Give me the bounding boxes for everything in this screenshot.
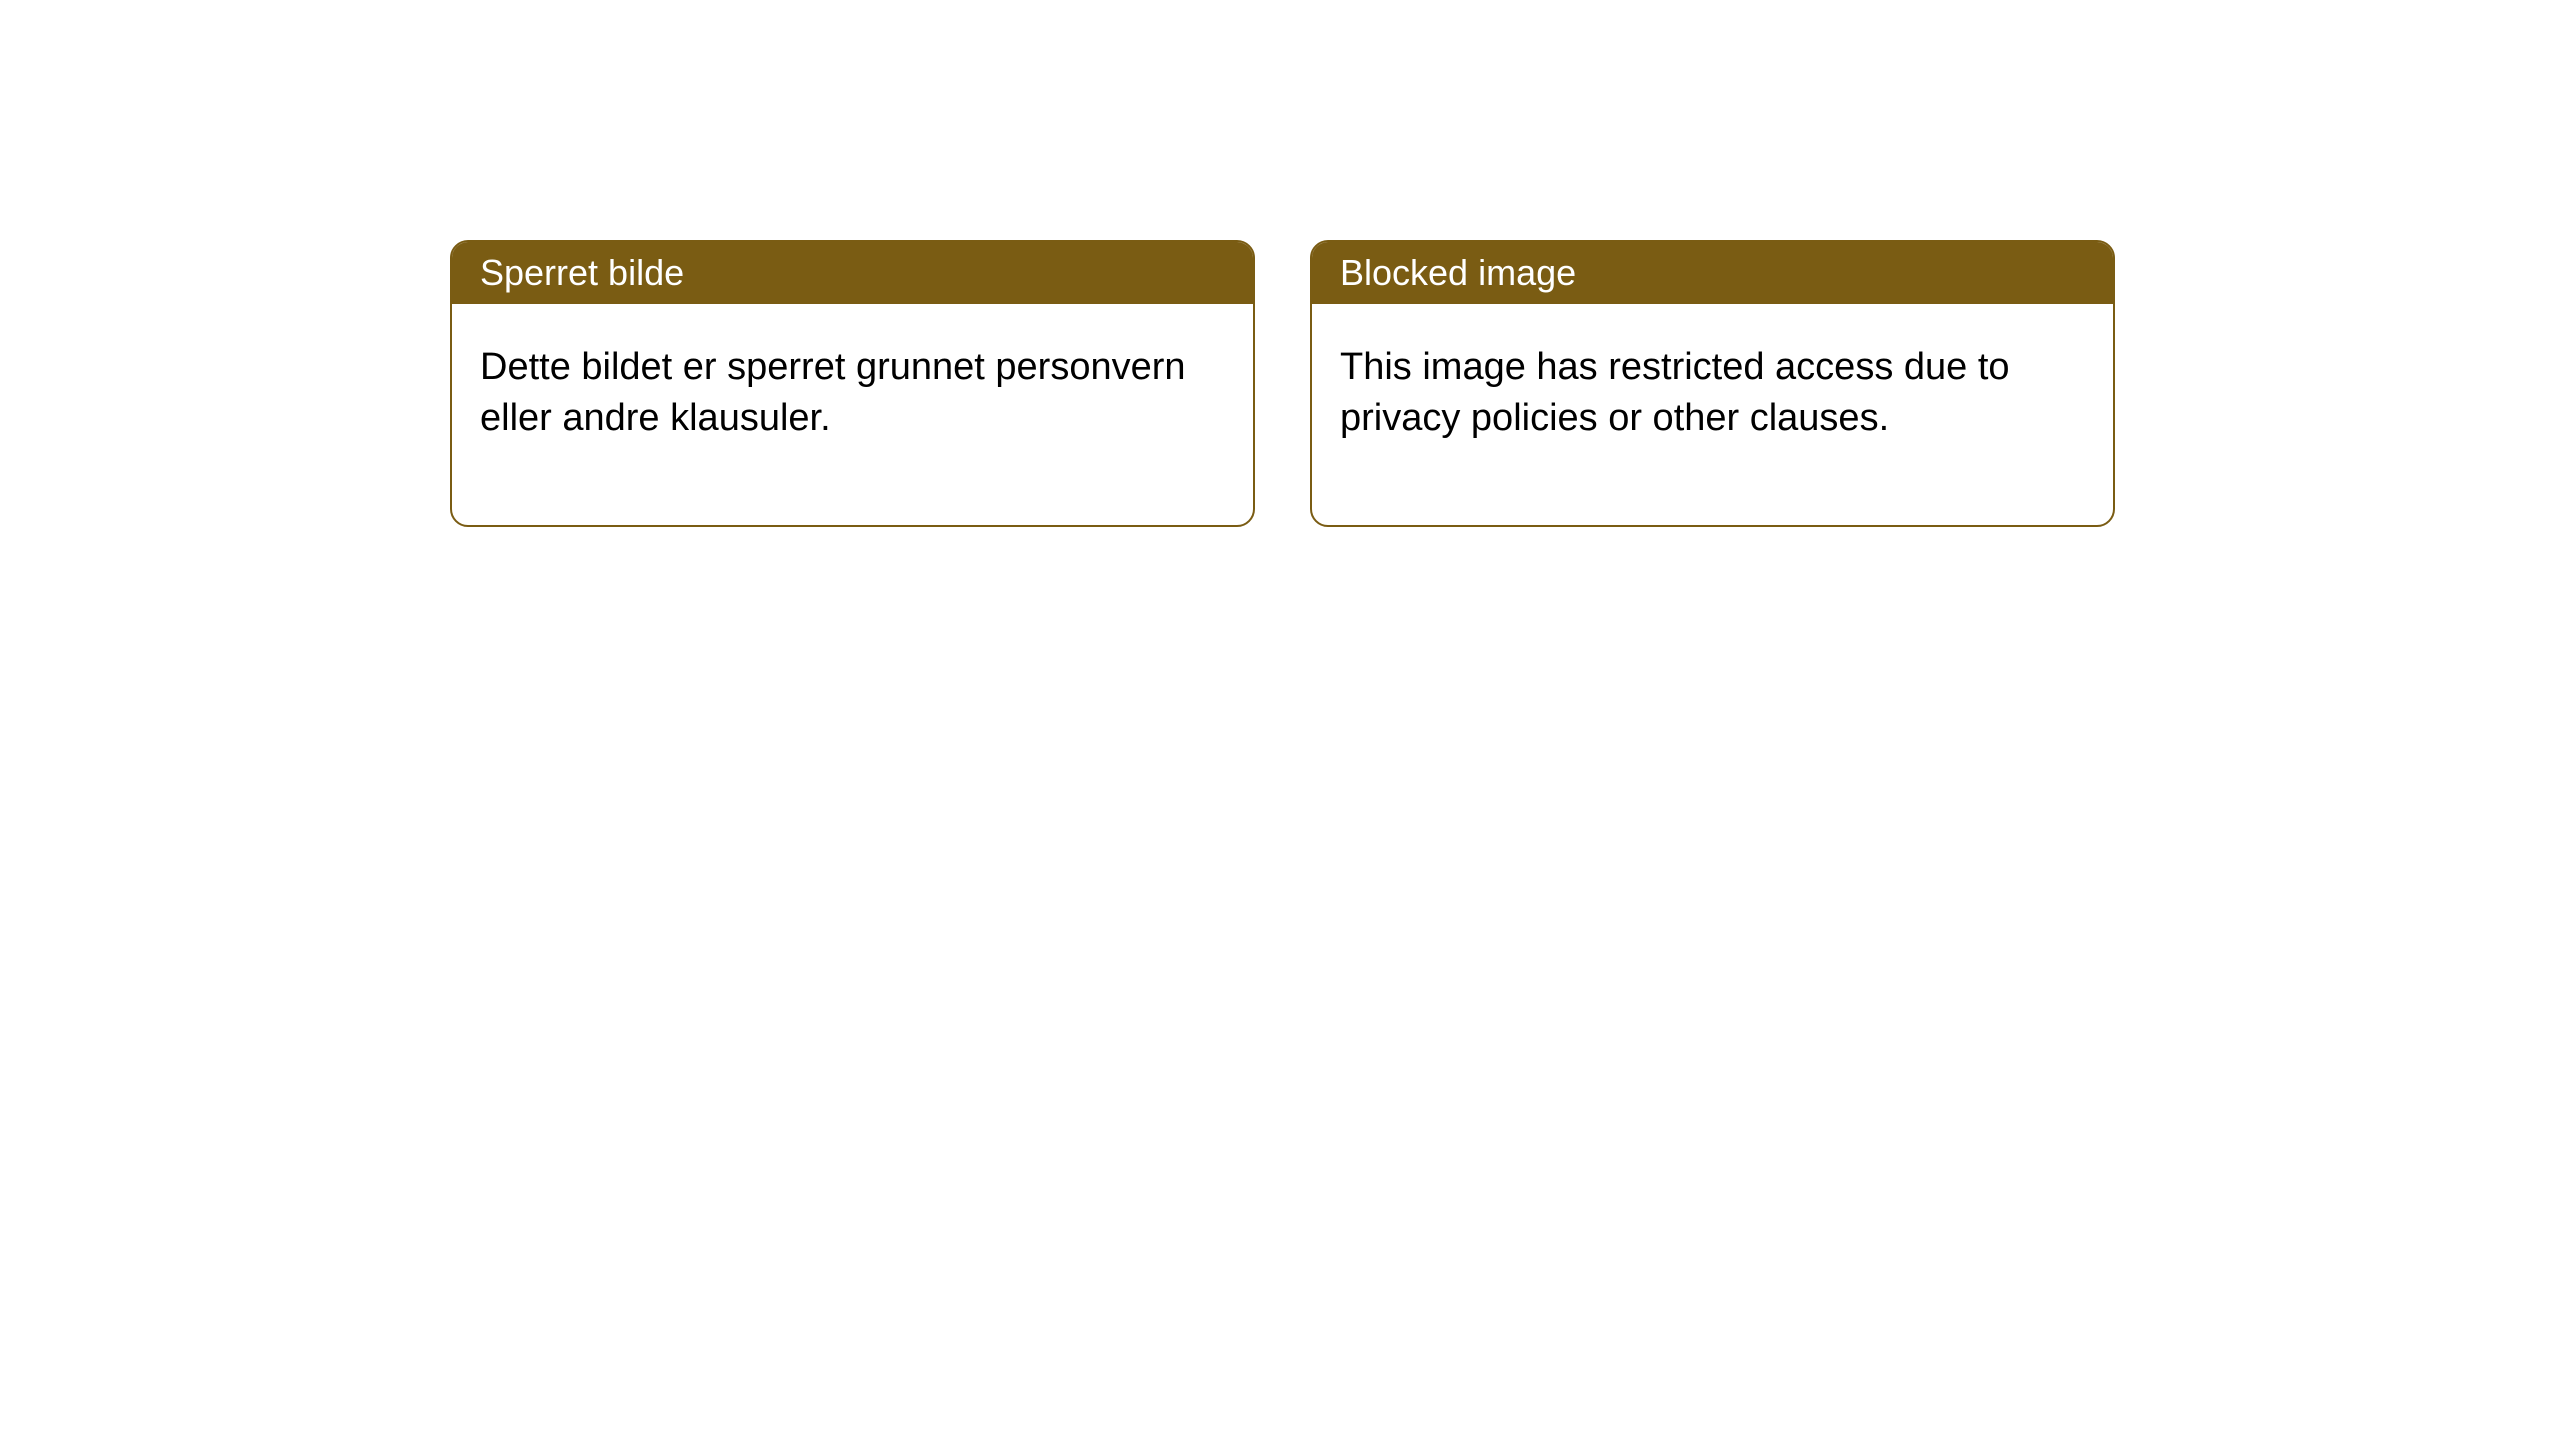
card-header: Sperret bilde [452, 242, 1253, 304]
card-body-text: This image has restricted access due to … [1340, 346, 2010, 439]
card-header: Blocked image [1312, 242, 2113, 304]
notice-card-english: Blocked image This image has restricted … [1310, 240, 2115, 527]
notice-card-norwegian: Sperret bilde Dette bildet er sperret gr… [450, 240, 1255, 527]
card-title: Blocked image [1340, 252, 1576, 293]
card-body: This image has restricted access due to … [1312, 304, 2113, 525]
card-body-text: Dette bildet er sperret grunnet personve… [480, 346, 1186, 439]
card-body: Dette bildet er sperret grunnet personve… [452, 304, 1253, 525]
notice-cards-container: Sperret bilde Dette bildet er sperret gr… [450, 240, 2115, 527]
card-title: Sperret bilde [480, 252, 684, 293]
